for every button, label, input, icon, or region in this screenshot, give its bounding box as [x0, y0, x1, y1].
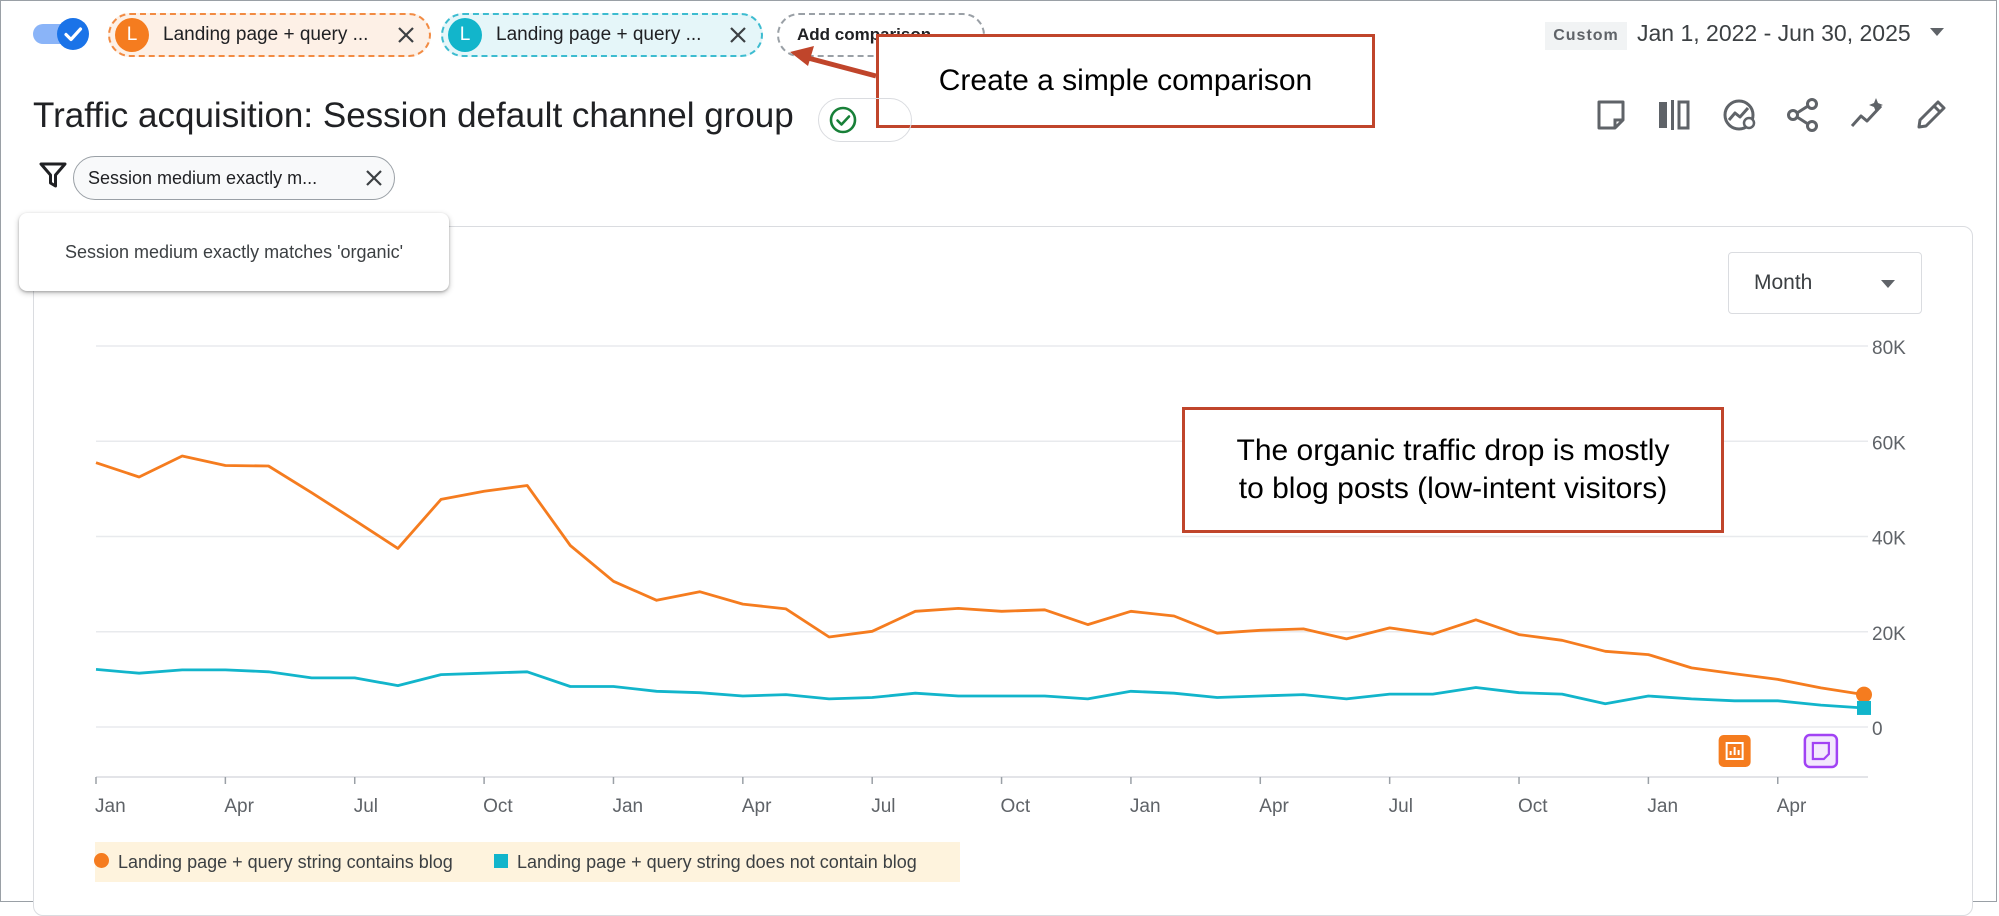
x-tick-label: Apr: [742, 796, 772, 817]
legend-circle-marker: [94, 853, 109, 868]
tooltip-text: Session medium exactly matches 'organic': [64, 241, 404, 262]
x-tick-label: Jan: [612, 796, 643, 817]
series-line-2: [95, 668, 1865, 710]
insights-icon[interactable]: [1720, 96, 1758, 134]
y-tick-label: 60K: [1872, 433, 1906, 454]
filter-icon[interactable]: [38, 160, 68, 190]
granularity-select[interactable]: Month: [1728, 252, 1922, 314]
y-tick-label: 20K: [1872, 624, 1906, 645]
comparison-label: Landing page + query ...: [163, 24, 369, 45]
x-tick-label: Jan: [1647, 796, 1678, 817]
filter-tooltip: Session medium exactly matches 'organic': [19, 213, 449, 291]
y-tick-label: 40K: [1872, 529, 1906, 550]
share-icon[interactable]: [1784, 96, 1822, 134]
report-chart-icon[interactable]: [1718, 735, 1751, 767]
compare-columns-icon[interactable]: [1655, 96, 1693, 134]
comparison-toggle[interactable]: [33, 18, 91, 52]
check-circle-icon: [829, 106, 857, 134]
granularity-value: Month: [1754, 271, 1813, 294]
x-tick-label: Jul: [1389, 796, 1413, 817]
date-mode-badge: Custom: [1545, 22, 1627, 50]
comparison-chip-blog[interactable]: L Landing page + query ...: [108, 13, 431, 57]
comparison-avatar: L: [115, 18, 149, 52]
x-tick-label: Oct: [483, 796, 513, 817]
checkmark-icon: [64, 27, 83, 42]
legend-square-marker: [494, 854, 508, 868]
close-icon[interactable]: [362, 166, 386, 190]
callout-text: Create a simple comparison: [938, 64, 1313, 97]
filter-chip-label: Session medium exactly m...: [88, 167, 318, 188]
comparison-label: Landing page + query ...: [496, 24, 702, 45]
filter-chip[interactable]: Session medium exactly m...: [73, 156, 395, 200]
x-tick-label: Jan: [95, 796, 126, 817]
note-icon[interactable]: [1592, 96, 1630, 134]
x-tick-label: Jul: [354, 796, 378, 817]
page-title: Traffic acquisition: Session default cha…: [33, 96, 794, 135]
comparison-chip-non-blog[interactable]: L Landing page + query ...: [441, 13, 763, 57]
chart-card: [33, 226, 1973, 916]
x-tick-label: Jan: [1130, 796, 1161, 817]
callout-line-1: The organic traffic drop is mostly: [1236, 434, 1670, 467]
callout-line-2: to blog posts (low-intent visitors): [1238, 472, 1668, 505]
y-tick-label: 0: [1872, 719, 1883, 740]
x-tick-label: Oct: [1001, 796, 1031, 817]
legend-item-non-blog[interactable]: Landing page + query string does not con…: [484, 842, 960, 882]
comparison-avatar: L: [448, 18, 482, 52]
date-range-picker[interactable]: Jan 1, 2022 - Jun 30, 2025: [1637, 20, 1911, 46]
legend-item-blog[interactable]: Landing page + query string contains blo…: [95, 842, 484, 882]
callout-text: The organic traffic drop is mostly to bl…: [1237, 432, 1670, 508]
legend-label: Landing page + query string contains blo…: [118, 851, 453, 872]
toggle-knob: [57, 18, 89, 50]
comparison-callout: Create a simple comparison: [876, 34, 1375, 128]
series-line-1: [95, 454, 1865, 696]
series-end-marker: [1857, 700, 1871, 715]
x-tick-label: Jul: [871, 796, 895, 817]
x-tick-label: Apr: [1259, 796, 1289, 817]
y-tick-label: 80K: [1872, 338, 1906, 359]
series-end-marker: [1856, 686, 1872, 703]
note-icon[interactable]: [1803, 733, 1839, 769]
x-tick-label: Oct: [1518, 796, 1548, 817]
sparkle-icon[interactable]: [1848, 96, 1886, 134]
edit-icon[interactable]: [1912, 96, 1950, 134]
x-tick-label: Apr: [1777, 796, 1807, 817]
chevron-down-icon: [1881, 280, 1895, 288]
chevron-down-icon[interactable]: [1930, 28, 1944, 36]
close-icon[interactable]: [393, 22, 419, 48]
traffic-drop-callout: The organic traffic drop is mostly to bl…: [1182, 407, 1724, 533]
close-icon[interactable]: [725, 22, 751, 48]
legend-label: Landing page + query string does not con…: [517, 851, 917, 872]
x-tick-label: Apr: [224, 796, 254, 817]
status-badge[interactable]: [818, 98, 912, 142]
